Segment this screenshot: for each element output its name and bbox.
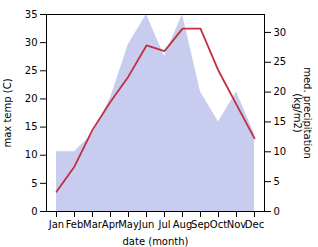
svg-text:Jan: Jan (48, 219, 64, 230)
svg-text:15: 15 (274, 116, 287, 127)
svg-text:20: 20 (25, 93, 38, 104)
svg-text:Aug: Aug (173, 219, 193, 230)
svg-text:Feb: Feb (66, 219, 84, 230)
svg-text:max temp (C): max temp (C) (2, 78, 13, 147)
svg-text:Dec: Dec (245, 219, 264, 230)
svg-text:Mar: Mar (83, 219, 103, 230)
svg-text:10: 10 (25, 149, 38, 160)
svg-text:25: 25 (274, 56, 287, 67)
svg-text:0: 0 (31, 206, 37, 217)
svg-text:15: 15 (25, 121, 38, 132)
svg-text:5: 5 (31, 178, 37, 189)
svg-text:5: 5 (274, 176, 280, 187)
svg-text:med. precipitation(kg/m2): med. precipitation(kg/m2) (292, 67, 313, 159)
svg-text:Apr: Apr (101, 218, 120, 230)
svg-text:30: 30 (274, 27, 287, 38)
svg-text:May: May (118, 219, 139, 230)
svg-text:Jun: Jun (138, 219, 155, 230)
svg-text:35: 35 (25, 9, 38, 20)
svg-text:20: 20 (274, 86, 287, 97)
svg-text:Sep: Sep (191, 219, 210, 230)
svg-text:30: 30 (25, 37, 38, 48)
svg-text:Oct: Oct (210, 219, 227, 230)
svg-text:0: 0 (274, 206, 280, 217)
svg-text:Nov: Nov (227, 219, 247, 230)
svg-text:date (month): date (month) (123, 236, 189, 247)
svg-text:25: 25 (25, 65, 38, 76)
svg-text:10: 10 (274, 146, 287, 157)
svg-text:Jul: Jul (157, 219, 170, 230)
